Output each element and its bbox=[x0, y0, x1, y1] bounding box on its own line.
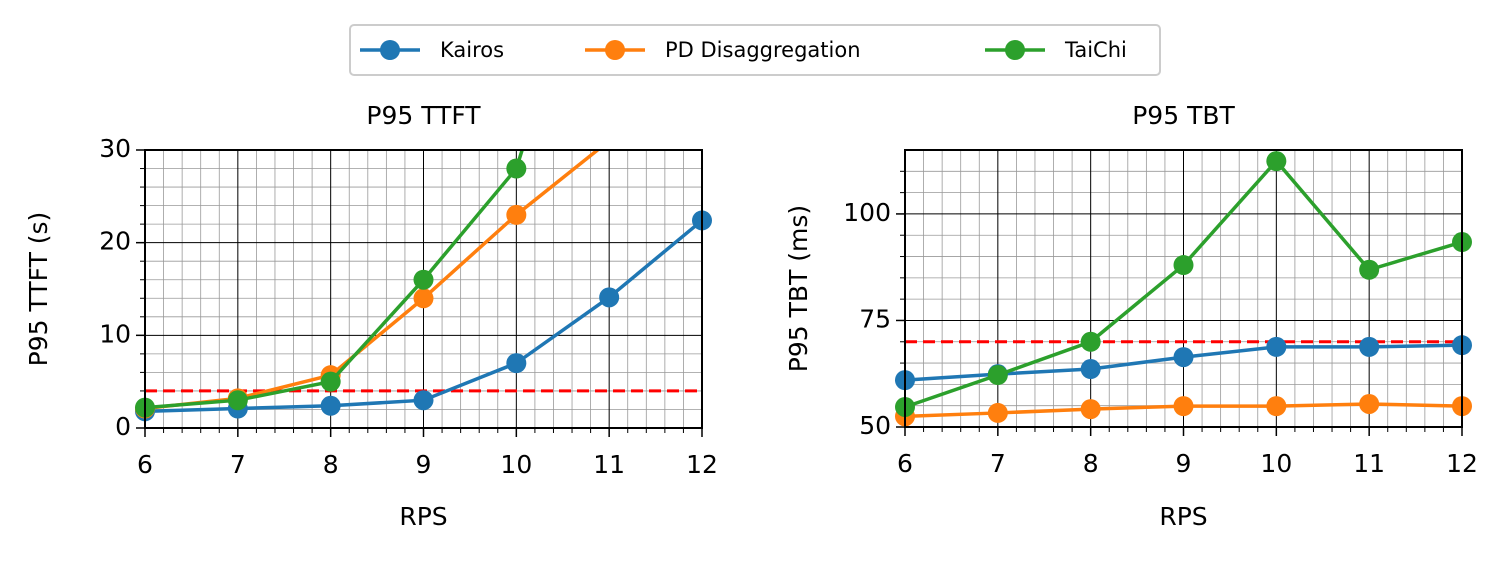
data-point bbox=[1266, 396, 1287, 417]
axes-frame bbox=[904, 149, 1463, 428]
data-point bbox=[1173, 255, 1194, 276]
data-point bbox=[1359, 393, 1380, 414]
legend: Kairos PD Disaggregation TaiChi bbox=[360, 38, 1127, 62]
legend-box bbox=[349, 24, 1161, 76]
data-point bbox=[605, 150, 613, 151]
data-point bbox=[1080, 399, 1101, 420]
plot-area bbox=[135, 150, 712, 422]
subplot-title: P95 TTFT bbox=[366, 101, 481, 130]
x-tick-label: 10 bbox=[500, 450, 532, 479]
legend-marker bbox=[605, 40, 625, 60]
data-point bbox=[1359, 259, 1380, 280]
legend-marker bbox=[1005, 40, 1025, 60]
data-point bbox=[1080, 359, 1101, 380]
x-tick-label: 7 bbox=[230, 450, 246, 479]
y-tick-label: 10 bbox=[99, 319, 131, 348]
x-tick-label: 6 bbox=[137, 450, 153, 479]
y-tick-label: 20 bbox=[99, 227, 131, 256]
x-axis-label: RPS bbox=[399, 502, 447, 531]
data-point bbox=[413, 269, 434, 290]
data-point bbox=[506, 353, 527, 374]
data-point bbox=[506, 204, 527, 225]
data-point bbox=[1359, 336, 1380, 357]
legend-marker bbox=[380, 40, 400, 60]
y-tick-label: 50 bbox=[859, 411, 891, 440]
data-point bbox=[987, 365, 1008, 386]
y-tick-label: 75 bbox=[859, 304, 891, 333]
series-line bbox=[144, 150, 601, 411]
subplot-title: P95 TBT bbox=[1132, 101, 1235, 130]
y-tick-label: 30 bbox=[99, 134, 131, 163]
x-tick-label: 6 bbox=[897, 449, 913, 478]
data-point bbox=[1173, 347, 1194, 368]
data-point bbox=[413, 288, 434, 309]
x-tick-label: 9 bbox=[1176, 449, 1192, 478]
legend-label: PD Disaggregation bbox=[665, 38, 861, 62]
data-point bbox=[1080, 331, 1101, 352]
x-axis-label: RPS bbox=[1159, 502, 1207, 531]
plot-area bbox=[895, 151, 1472, 427]
legend-label: TaiChi bbox=[1064, 38, 1127, 62]
y-axis-label: P95 TTFT (s) bbox=[24, 212, 53, 367]
legend-label: Kairos bbox=[440, 38, 504, 62]
data-point bbox=[599, 287, 620, 308]
axes-frame bbox=[144, 149, 703, 429]
data-point bbox=[506, 158, 527, 179]
x-tick-label: 12 bbox=[1446, 449, 1478, 478]
data-point bbox=[320, 371, 341, 392]
data-point bbox=[320, 395, 341, 416]
y-axis-label: P95 TBT (ms) bbox=[784, 205, 813, 372]
x-tick-label: 9 bbox=[416, 450, 432, 479]
x-tick-label: 11 bbox=[593, 450, 625, 479]
x-tick-label: 11 bbox=[1353, 449, 1385, 478]
data-point bbox=[1266, 151, 1287, 172]
x-tick-label: 7 bbox=[990, 449, 1006, 478]
x-tick-label: 8 bbox=[1083, 449, 1099, 478]
y-tick-label: 100 bbox=[843, 198, 891, 227]
x-tick-label: 12 bbox=[686, 450, 718, 479]
data-point bbox=[1173, 396, 1194, 417]
y-tick-label: 0 bbox=[115, 412, 131, 441]
x-tick-label: 8 bbox=[323, 450, 339, 479]
data-point bbox=[413, 390, 434, 411]
data-point bbox=[227, 390, 248, 411]
data-point bbox=[1266, 336, 1287, 357]
series-line bbox=[144, 150, 524, 410]
x-tick-label: 10 bbox=[1260, 449, 1292, 478]
data-point bbox=[987, 402, 1008, 423]
